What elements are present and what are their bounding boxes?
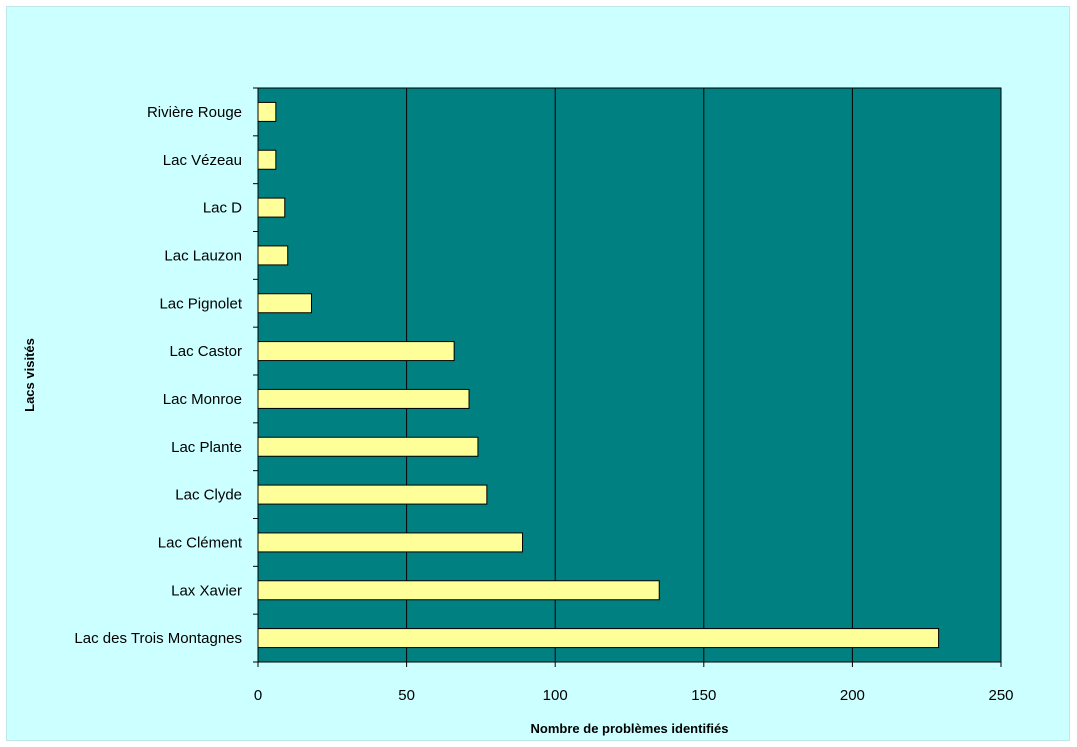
bar-2 bbox=[257, 532, 524, 553]
bar-5 bbox=[257, 388, 470, 409]
bar-9 bbox=[257, 197, 286, 218]
x-tick-label-200: 200 bbox=[840, 687, 865, 704]
bar-7 bbox=[257, 293, 312, 314]
y-tick-label-0: Lac des Trois Montagnes bbox=[74, 630, 242, 647]
x-tick-label-0: 0 bbox=[254, 687, 262, 704]
gridlines bbox=[406, 88, 853, 662]
y-tick-label-4: Lac Plante bbox=[171, 439, 242, 456]
y-tick-label-5: Lac Monroe bbox=[163, 391, 242, 408]
y-tick-labels: Lac des Trois Montagnes Lax Xavier Lac Clé… bbox=[74, 104, 242, 647]
bar-8 bbox=[257, 245, 289, 266]
x-tick-label-250: 250 bbox=[988, 687, 1013, 704]
y-tick-label-8: Lac Lauzon bbox=[164, 247, 242, 264]
bar-11 bbox=[257, 101, 277, 122]
x-axis-title: Nombre de problèmes identifiés bbox=[531, 721, 729, 736]
y-tick-label-1: Lax Xavier bbox=[171, 582, 242, 599]
plot-area bbox=[257, 87, 1002, 663]
x-tick-label-100: 100 bbox=[543, 687, 568, 704]
bar-4 bbox=[257, 436, 479, 457]
x-tick-label-150: 150 bbox=[691, 687, 716, 704]
bar-1 bbox=[257, 580, 660, 601]
y-tick-label-6: Lac Castor bbox=[169, 343, 242, 360]
bar-6 bbox=[257, 341, 455, 362]
y-tick-label-7: Lac Pignolet bbox=[159, 295, 242, 312]
y-tick-label-9: Lac D bbox=[203, 200, 242, 217]
axes bbox=[253, 87, 1002, 667]
bars bbox=[257, 101, 940, 649]
y-tick-label-10: Lac Vézeau bbox=[163, 152, 242, 169]
y-tick-label-2: Lac Clément bbox=[158, 534, 243, 551]
bar-10 bbox=[257, 149, 277, 170]
x-tick-labels: 0 50 100 150 200 250 bbox=[254, 687, 1014, 704]
x-tick-label-50: 50 bbox=[398, 687, 415, 704]
y-tick-label-3: Lac Clyde bbox=[175, 487, 242, 504]
y-tick-label-11: Rivière Rouge bbox=[147, 104, 242, 121]
y-axis-title: Lacs visités bbox=[22, 338, 37, 412]
bar-0 bbox=[257, 628, 940, 649]
bar-3 bbox=[257, 484, 488, 505]
